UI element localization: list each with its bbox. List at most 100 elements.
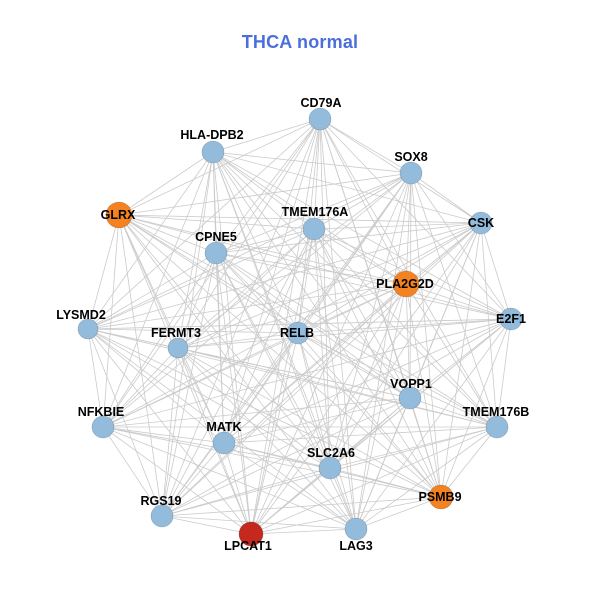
edge-CD79A-TMEM176A <box>313 118 321 230</box>
edge-CSK-E2F1 <box>480 222 512 320</box>
edge-TMEM176A-RELB <box>297 228 315 334</box>
edge-HLA-DPB2-TMEM176B <box>212 151 498 428</box>
edge-VOPP1-TMEM176B <box>409 397 498 428</box>
edge-GLRX-PLA2G2D <box>118 214 407 285</box>
edge-LYSMD2-MATK <box>87 328 225 444</box>
node-label-VOPP1: VOPP1 <box>390 377 432 391</box>
edge-RELB-PSMB9 <box>297 332 442 498</box>
edge-HLA-DPB2-RGS19 <box>161 151 214 517</box>
edge-RGS19-PSMB9 <box>161 496 442 517</box>
edge-TMEM176B-LAG3 <box>355 426 498 530</box>
node-label-RELB: RELB <box>280 326 314 340</box>
node-label-CD79A: CD79A <box>301 96 342 110</box>
node-label-PLA2G2D: PLA2G2D <box>376 277 434 291</box>
edge-FERMT3-RGS19 <box>161 347 179 517</box>
edge-RELB-TMEM176B <box>297 332 498 428</box>
edge-SLC2A6-PSMB9 <box>329 467 442 498</box>
edge-LYSMD2-TMEM176B <box>87 328 498 428</box>
node-layer <box>77 107 523 547</box>
edge-layer <box>87 118 512 535</box>
edge-MATK-LPCAT1 <box>223 442 252 535</box>
edge-PLA2G2D-VOPP1 <box>405 283 411 399</box>
node-LAG3 <box>344 517 368 541</box>
edge-GLRX-NFKBIE <box>102 214 120 428</box>
edge-FERMT3-VOPP1 <box>177 347 411 399</box>
edge-MATK-LAG3 <box>223 442 357 530</box>
edge-CPNE5-PLA2G2D <box>215 252 407 285</box>
edge-TMEM176A-NFKBIE <box>102 228 315 428</box>
edge-CPNE5-LAG3 <box>215 252 357 530</box>
edge-HLA-DPB2-LYSMD2 <box>87 151 214 330</box>
node-label-HLA-DPB2: HLA-DPB2 <box>180 128 243 142</box>
node-label-TMEM176A: TMEM176A <box>282 205 349 219</box>
node-label-CPNE5: CPNE5 <box>195 230 237 244</box>
edge-PSMB9-LPCAT1 <box>250 496 442 535</box>
node-TMEM176B <box>485 415 509 439</box>
node-label-MATK: MATK <box>206 420 241 434</box>
edge-CD79A-PLA2G2D <box>319 118 407 285</box>
edge-GLRX-LAG3 <box>118 214 357 530</box>
edge-SLC2A6-RGS19 <box>161 467 331 517</box>
node-label-CSK: CSK <box>468 216 494 230</box>
edge-CD79A-FERMT3 <box>177 118 321 349</box>
edge-LPCAT1-LAG3 <box>250 528 357 535</box>
edge-CPNE5-PSMB9 <box>215 252 442 498</box>
edge-FERMT3-TMEM176B <box>177 347 498 428</box>
edge-HLA-DPB2-VOPP1 <box>212 151 411 399</box>
edge-CPNE5-LYSMD2 <box>87 252 217 330</box>
edge-GLRX-RELB <box>118 214 299 334</box>
edge-TMEM176A-LPCAT1 <box>250 228 315 535</box>
node-E2F1 <box>499 307 523 331</box>
edge-NFKBIE-MATK <box>102 426 225 444</box>
edge-LYSMD2-SLC2A6 <box>87 328 331 469</box>
node-label-LPCAT1: LPCAT1 <box>224 539 272 553</box>
edge-RELB-VOPP1 <box>297 332 411 399</box>
edge-VOPP1-NFKBIE <box>102 397 411 428</box>
node-HLA-DPB2 <box>201 140 225 164</box>
edge-PLA2G2D-E2F1 <box>405 283 512 320</box>
edge-FERMT3-E2F1 <box>177 318 512 349</box>
node-RELB <box>286 321 310 345</box>
edge-HLA-DPB2-SOX8 <box>212 151 412 174</box>
edge-E2F1-PSMB9 <box>440 318 512 498</box>
edge-CPNE5-RELB <box>215 252 299 334</box>
edge-CSK-FERMT3 <box>177 222 482 349</box>
edge-PLA2G2D-LYSMD2 <box>87 283 407 330</box>
edge-GLRX-VOPP1 <box>118 214 411 399</box>
edge-NFKBIE-LPCAT1 <box>102 426 252 535</box>
node-GLRX <box>105 201 133 229</box>
node-CPNE5 <box>204 241 228 265</box>
edge-PLA2G2D-LPCAT1 <box>250 283 407 535</box>
edge-TMEM176A-CPNE5 <box>215 228 315 254</box>
node-SLC2A6 <box>318 456 342 480</box>
edge-TMEM176A-SLC2A6 <box>313 228 331 469</box>
edge-PLA2G2D-LAG3 <box>355 283 407 530</box>
edge-HLA-DPB2-GLRX <box>118 151 214 216</box>
edge-CPNE5-FERMT3 <box>177 252 217 349</box>
edge-FERMT3-LAG3 <box>177 347 357 530</box>
node-CSK <box>469 211 493 235</box>
edge-CD79A-LAG3 <box>319 118 357 530</box>
edge-CPNE5-LPCAT1 <box>215 252 252 535</box>
edge-CPNE5-TMEM176B <box>215 252 498 428</box>
edge-E2F1-TMEM176B <box>496 318 512 428</box>
node-LPCAT1 <box>238 521 264 547</box>
edge-CD79A-GLRX <box>118 118 321 216</box>
edge-CD79A-RGS19 <box>161 118 321 517</box>
edge-TMEM176A-RGS19 <box>161 228 315 517</box>
edge-SOX8-LPCAT1 <box>250 172 412 535</box>
node-TMEM176A <box>302 217 326 241</box>
node-MATK <box>212 431 236 455</box>
node-RGS19 <box>150 504 174 528</box>
edge-PLA2G2D-TMEM176B <box>405 283 498 428</box>
edge-SOX8-LYSMD2 <box>87 172 412 330</box>
edge-SOX8-GLRX <box>118 172 412 216</box>
edge-CPNE5-E2F1 <box>215 252 512 320</box>
edge-SOX8-CSK <box>410 172 482 224</box>
node-label-SOX8: SOX8 <box>394 150 427 164</box>
edge-CD79A-HLA-DPB2 <box>212 118 321 153</box>
edge-CD79A-LPCAT1 <box>250 118 321 535</box>
edge-SOX8-CPNE5 <box>215 172 412 254</box>
node-label-SLC2A6: SLC2A6 <box>307 446 355 460</box>
